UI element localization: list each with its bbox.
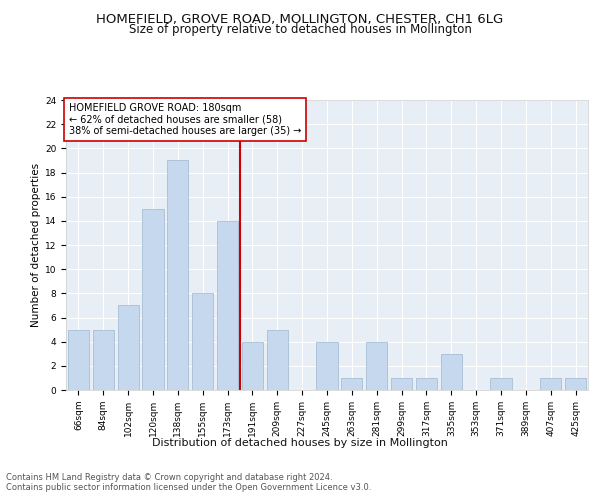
Bar [93, 330, 114, 390]
Bar [540, 378, 561, 390]
Bar [142, 209, 164, 390]
Y-axis label: Number of detached properties: Number of detached properties [31, 163, 41, 327]
Text: Contains public sector information licensed under the Open Government Licence v3: Contains public sector information licen… [6, 484, 371, 492]
Bar [391, 378, 412, 390]
Bar [416, 378, 437, 390]
Bar [217, 221, 238, 390]
Bar [267, 330, 288, 390]
Bar [565, 378, 586, 390]
Text: Size of property relative to detached houses in Mollington: Size of property relative to detached ho… [128, 22, 472, 36]
Text: Distribution of detached houses by size in Mollington: Distribution of detached houses by size … [152, 438, 448, 448]
Bar [341, 378, 362, 390]
Bar [316, 342, 338, 390]
Bar [441, 354, 462, 390]
Bar [167, 160, 188, 390]
Text: HOMEFIELD GROVE ROAD: 180sqm
← 62% of detached houses are smaller (58)
38% of se: HOMEFIELD GROVE ROAD: 180sqm ← 62% of de… [68, 103, 301, 136]
Bar [366, 342, 387, 390]
Bar [68, 330, 89, 390]
Bar [118, 306, 139, 390]
Bar [242, 342, 263, 390]
Text: Contains HM Land Registry data © Crown copyright and database right 2024.: Contains HM Land Registry data © Crown c… [6, 472, 332, 482]
Bar [490, 378, 512, 390]
Text: HOMEFIELD, GROVE ROAD, MOLLINGTON, CHESTER, CH1 6LG: HOMEFIELD, GROVE ROAD, MOLLINGTON, CHEST… [97, 12, 503, 26]
Bar [192, 294, 213, 390]
